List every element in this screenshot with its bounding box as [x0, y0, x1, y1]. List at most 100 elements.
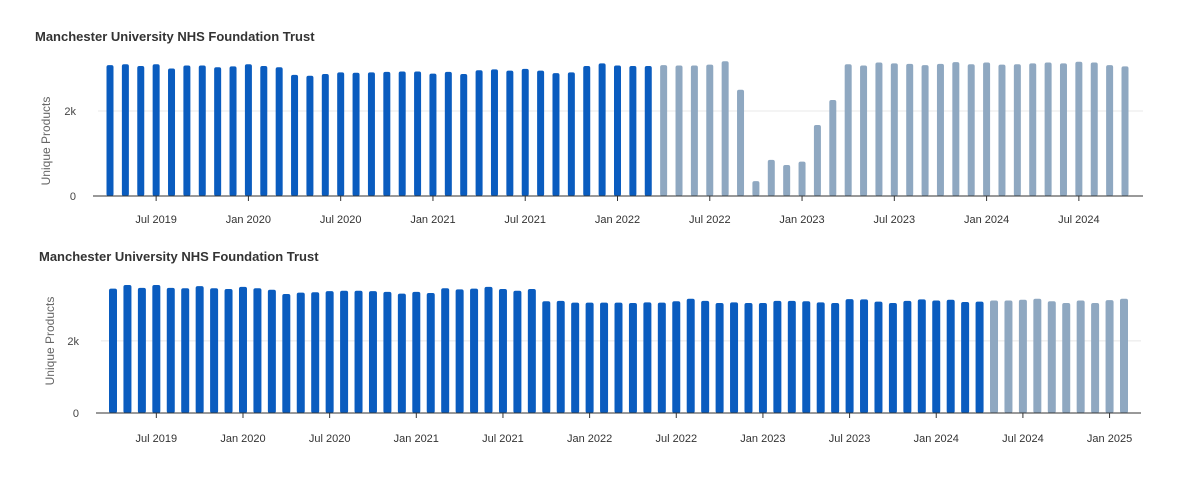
bar[interactable]	[643, 302, 652, 413]
bar[interactable]	[542, 301, 551, 413]
bar[interactable]	[337, 72, 345, 196]
bar[interactable]	[1120, 298, 1128, 413]
bar[interactable]	[829, 99, 837, 196]
bar[interactable]	[383, 291, 392, 413]
bar[interactable]	[903, 300, 912, 413]
bar[interactable]	[444, 71, 452, 196]
bar[interactable]	[475, 70, 483, 196]
bar[interactable]	[1121, 66, 1129, 197]
bar[interactable]	[296, 292, 305, 413]
bar[interactable]	[490, 69, 498, 196]
bar[interactable]	[291, 74, 299, 197]
bar[interactable]	[890, 63, 898, 197]
bar[interactable]	[325, 291, 334, 413]
bar[interactable]	[275, 67, 283, 196]
bar[interactable]	[730, 302, 739, 413]
bar[interactable]	[1105, 300, 1114, 413]
bar[interactable]	[844, 64, 852, 196]
bar[interactable]	[860, 65, 868, 196]
bar[interactable]	[166, 287, 175, 413]
bar[interactable]	[1075, 61, 1083, 197]
bar[interactable]	[1076, 300, 1085, 413]
bar[interactable]	[888, 303, 897, 413]
bar[interactable]	[946, 299, 955, 413]
bar[interactable]	[961, 301, 970, 413]
bar[interactable]	[831, 303, 840, 413]
bar[interactable]	[1033, 298, 1042, 413]
bar[interactable]	[195, 286, 204, 413]
bar[interactable]	[614, 302, 623, 413]
bar[interactable]	[629, 65, 637, 196]
bar[interactable]	[917, 299, 926, 413]
bar[interactable]	[567, 72, 575, 196]
bar[interactable]	[798, 161, 806, 196]
bar[interactable]	[556, 300, 565, 413]
bar[interactable]	[306, 75, 314, 196]
bar[interactable]	[470, 288, 479, 413]
bar[interactable]	[214, 67, 222, 196]
bar[interactable]	[137, 287, 146, 413]
bar[interactable]	[657, 302, 666, 413]
bar[interactable]	[484, 286, 493, 413]
bar[interactable]	[990, 300, 999, 413]
bar[interactable]	[368, 291, 377, 413]
bar[interactable]	[1013, 64, 1021, 196]
bar[interactable]	[506, 70, 514, 197]
bar[interactable]	[367, 72, 375, 196]
bar[interactable]	[783, 164, 791, 196]
bar[interactable]	[238, 286, 247, 413]
bar[interactable]	[1091, 303, 1100, 413]
bar[interactable]	[860, 299, 869, 413]
bar[interactable]	[1090, 62, 1098, 196]
bar[interactable]	[253, 288, 262, 413]
bar[interactable]	[1047, 301, 1056, 413]
bar[interactable]	[744, 303, 753, 413]
bar[interactable]	[1004, 300, 1013, 413]
bar[interactable]	[715, 303, 724, 413]
bar[interactable]	[571, 302, 580, 413]
bar[interactable]	[398, 71, 406, 196]
bar[interactable]	[498, 288, 507, 413]
bar[interactable]	[906, 63, 914, 196]
bar[interactable]	[998, 64, 1006, 197]
bar[interactable]	[426, 292, 435, 413]
bar[interactable]	[967, 64, 975, 196]
bar[interactable]	[758, 303, 767, 413]
bar[interactable]	[752, 181, 760, 197]
bar[interactable]	[137, 65, 145, 196]
bar[interactable]	[1044, 62, 1052, 196]
bar[interactable]	[816, 302, 825, 413]
bar[interactable]	[123, 285, 132, 413]
bar[interactable]	[210, 288, 219, 413]
bar[interactable]	[267, 289, 276, 413]
bar[interactable]	[183, 65, 191, 196]
bar[interactable]	[802, 301, 811, 413]
bar[interactable]	[109, 288, 117, 413]
bar[interactable]	[537, 70, 545, 197]
bar[interactable]	[686, 298, 695, 413]
bar[interactable]	[455, 289, 464, 413]
bar[interactable]	[628, 303, 637, 413]
bar[interactable]	[598, 63, 606, 197]
bar[interactable]	[975, 301, 984, 413]
bar[interactable]	[672, 301, 681, 413]
bar[interactable]	[875, 62, 883, 196]
bar[interactable]	[583, 65, 591, 196]
bar[interactable]	[527, 288, 536, 413]
bar[interactable]	[198, 65, 206, 196]
bar[interactable]	[874, 301, 883, 413]
bar[interactable]	[441, 288, 450, 413]
bar[interactable]	[412, 291, 421, 413]
bar[interactable]	[414, 71, 422, 196]
bar[interactable]	[773, 300, 782, 413]
bar[interactable]	[106, 65, 114, 196]
bar[interactable]	[552, 73, 560, 196]
bar[interactable]	[352, 72, 360, 196]
bar[interactable]	[429, 73, 437, 196]
bar[interactable]	[121, 64, 129, 196]
bar[interactable]	[282, 294, 291, 413]
bar[interactable]	[311, 292, 320, 413]
bar[interactable]	[260, 65, 268, 196]
bar[interactable]	[168, 68, 176, 197]
bar[interactable]	[600, 302, 609, 413]
